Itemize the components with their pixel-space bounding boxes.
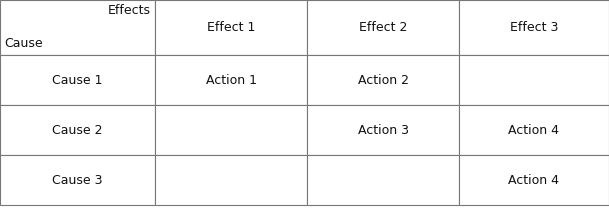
Bar [307,55,459,105]
Bar [459,0,609,55]
Text: Action 1: Action 1 [205,73,256,87]
Bar [0,105,155,155]
Text: Effects: Effects [108,4,151,17]
Bar [155,155,307,205]
Text: Effect 3: Effect 3 [510,21,558,34]
Text: Cause 3: Cause 3 [52,173,103,187]
Bar [155,0,307,55]
Text: Action 4: Action 4 [509,124,560,136]
Bar [155,55,307,105]
Bar [459,55,609,105]
Text: Action 2: Action 2 [357,73,409,87]
Text: Cause 1: Cause 1 [52,73,103,87]
Bar [459,155,609,205]
Bar [307,0,459,55]
Bar [459,105,609,155]
Text: Effect 2: Effect 2 [359,21,407,34]
Bar [0,0,155,55]
Bar [307,105,459,155]
Bar [155,105,307,155]
Bar [0,55,155,105]
Text: Action 4: Action 4 [509,173,560,187]
Text: Cause 2: Cause 2 [52,124,103,136]
Text: Cause: Cause [4,37,43,50]
Bar [307,155,459,205]
Text: Action 3: Action 3 [357,124,409,136]
Text: Effect 1: Effect 1 [207,21,255,34]
Bar [0,155,155,205]
